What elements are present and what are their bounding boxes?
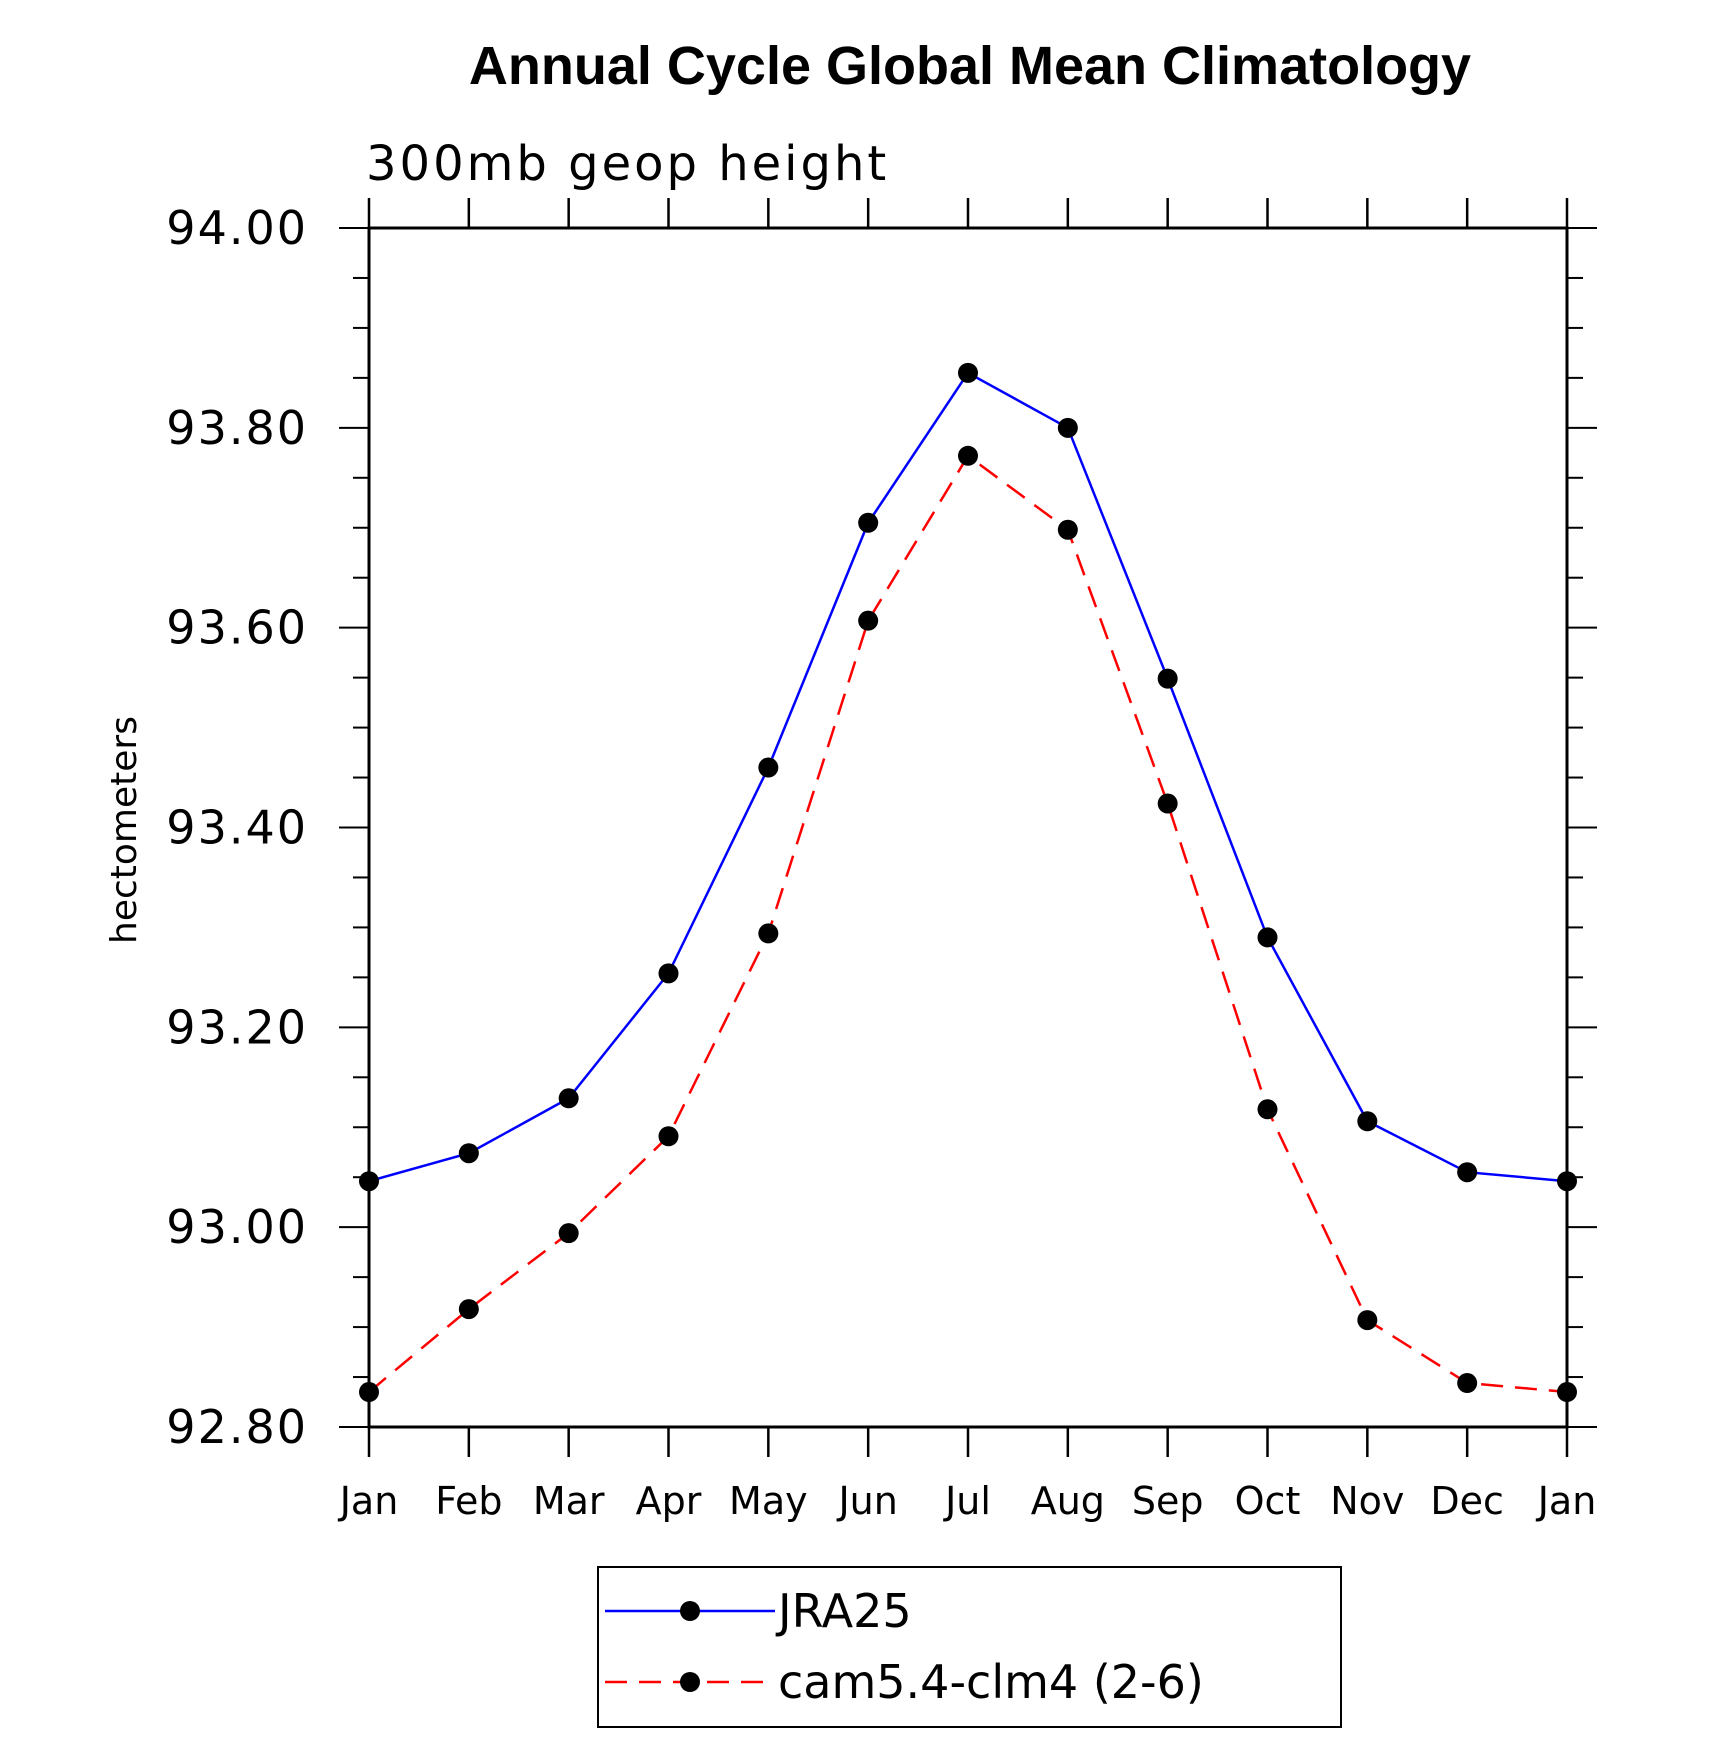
legend: JRA25 cam5.4-clm4 (2-6) xyxy=(597,1566,1342,1728)
y-tick-label: 93.40 xyxy=(166,801,308,855)
data-point xyxy=(958,445,978,466)
data-point xyxy=(958,362,978,383)
y-tick-label: 93.00 xyxy=(166,1200,308,1254)
data-point xyxy=(1357,1111,1378,1132)
x-tick-label: Jun xyxy=(836,1479,897,1523)
data-point xyxy=(1257,927,1278,948)
legend-label: cam5.4-clm4 (2-6) xyxy=(778,1655,1204,1709)
x-tick-label: Sep xyxy=(1132,1479,1204,1523)
x-tick-label: Feb xyxy=(435,1479,502,1523)
x-axis-ticks: Jan Feb Mar Apr May Jun Jul Aug Sep Oct Nov Dec Jan xyxy=(338,198,1597,1523)
data-point xyxy=(1357,1310,1378,1331)
data-point xyxy=(1057,519,1078,540)
x-tick-label: Apr xyxy=(636,1479,702,1523)
data-point xyxy=(658,963,679,984)
y-axis-label: hectometers xyxy=(104,716,145,944)
y-tick-label: 93.80 xyxy=(166,401,308,455)
x-tick-label: May xyxy=(729,1479,808,1523)
x-tick-label: Oct xyxy=(1235,1479,1301,1523)
data-point xyxy=(658,1126,679,1147)
x-tick-label: Jan xyxy=(338,1479,399,1523)
data-point xyxy=(1457,1162,1478,1183)
data-point xyxy=(1057,417,1078,438)
data-point xyxy=(1257,1099,1278,1120)
data-point xyxy=(858,512,879,533)
legend-label: JRA25 xyxy=(775,1584,912,1638)
data-point xyxy=(1557,1382,1577,1403)
data-point xyxy=(1157,668,1178,689)
data-point xyxy=(1557,1171,1577,1192)
data-point xyxy=(359,1171,379,1192)
x-tick-label: Nov xyxy=(1330,1479,1404,1523)
data-point xyxy=(458,1299,479,1320)
data-point xyxy=(758,923,779,944)
legend-marker xyxy=(680,1672,700,1692)
y-axis-ticks: 92.80 93.00 93.20 93.40 93.60 93.80 94.00 xyxy=(166,201,1597,1454)
data-point xyxy=(1457,1373,1478,1394)
y-tick-label: 94.00 xyxy=(166,201,308,255)
data-point xyxy=(558,1223,579,1244)
x-tick-label: Jan xyxy=(1536,1479,1597,1523)
y-tick-label: 92.80 xyxy=(166,1400,308,1454)
data-point xyxy=(1157,793,1178,814)
x-tick-label: Jul xyxy=(943,1479,991,1523)
series-layer xyxy=(359,362,1577,1403)
data-point xyxy=(359,1382,379,1403)
y-tick-label: 93.20 xyxy=(166,1000,308,1054)
x-tick-label: Mar xyxy=(533,1479,605,1523)
data-point xyxy=(558,1088,579,1109)
chart-subtitle: 300mb geop height xyxy=(366,136,889,192)
chart-title: Annual Cycle Global Mean Climatology xyxy=(469,36,1471,96)
y-tick-label: 93.60 xyxy=(166,601,308,655)
legend-box xyxy=(597,1566,1342,1728)
x-tick-label: Dec xyxy=(1430,1479,1504,1523)
data-point xyxy=(458,1143,479,1164)
legend-marker xyxy=(680,1601,700,1621)
legend-entries: JRA25 cam5.4-clm4 (2-6) xyxy=(605,1584,1204,1709)
x-tick-label: Aug xyxy=(1031,1479,1105,1523)
data-point xyxy=(858,610,879,631)
data-point xyxy=(758,757,779,778)
